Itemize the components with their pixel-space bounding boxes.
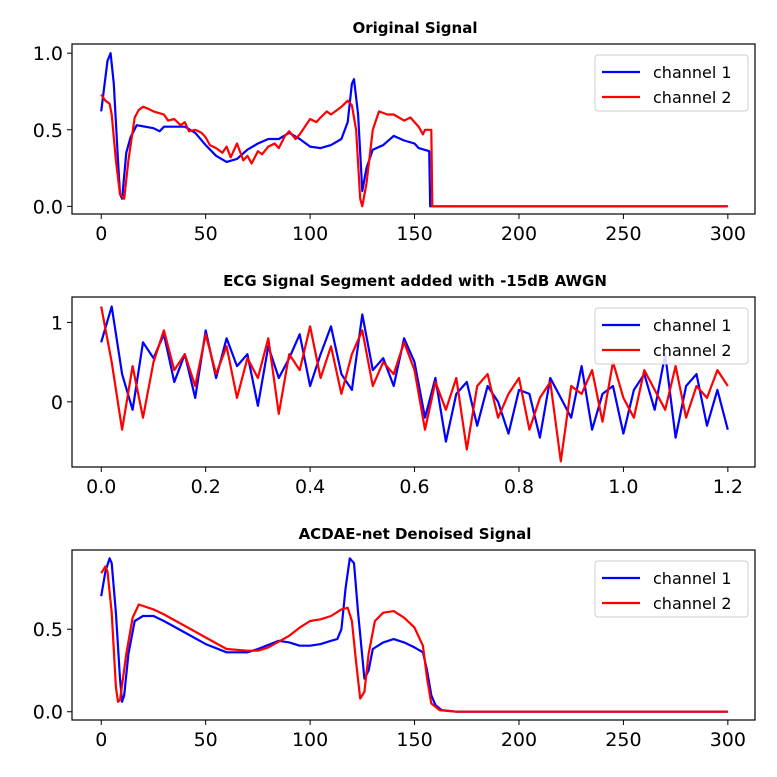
x-tick-label: 0.6 [399, 476, 429, 498]
x-tick-label: 1.0 [608, 476, 638, 498]
series-line-channel-2 [100, 93, 728, 208]
y-tick-label: 0 [51, 392, 63, 414]
subplot-2-title: ECG Signal Segment added with -15dB AWGN [223, 272, 607, 290]
x-tick-label: 250 [605, 223, 641, 245]
x-tick-label: 0.0 [86, 476, 116, 498]
legend-label-channel-2: channel 2 [653, 341, 732, 360]
x-tick-label: 250 [605, 729, 641, 751]
y-tick-label: 1.0 [33, 43, 63, 65]
legend-label-channel-2: channel 2 [653, 88, 732, 107]
y-tick-label: 1 [51, 312, 63, 334]
legend-label-channel-2: channel 2 [653, 594, 732, 613]
legend: channel 1 channel 2 [594, 560, 749, 618]
x-tick-label: 50 [194, 223, 218, 245]
y-tick-label: 0.5 [33, 120, 63, 142]
subplot-1-title: Original Signal [353, 19, 478, 37]
x-tick-label: 0.8 [504, 476, 534, 498]
x-tick-label: 150 [396, 729, 432, 751]
legend-label-channel-1: channel 1 [653, 63, 732, 82]
y-tick-label: 0.0 [33, 196, 63, 218]
y-tick-label: 0.5 [33, 619, 63, 641]
x-tick-label: 150 [396, 223, 432, 245]
x-tick-label: 0.4 [295, 476, 325, 498]
axes-frame [71, 296, 756, 468]
x-tick-label: 0 [95, 223, 107, 245]
legend-label-channel-1: channel 1 [653, 316, 732, 335]
series-line-channel-2 [100, 306, 729, 463]
x-tick-label: 300 [710, 223, 746, 245]
series-line-channel-1 [100, 557, 728, 713]
x-tick-label: 200 [501, 729, 537, 751]
legend: channel 1 channel 2 [594, 54, 749, 112]
axes-frame [71, 43, 756, 215]
series-line-channel-1 [100, 305, 729, 443]
x-tick-label: 300 [710, 729, 746, 751]
subplot-3-title: ACDAE-net Denoised Signal [299, 525, 532, 543]
axes-frame [71, 549, 756, 721]
x-tick-label: 0 [95, 729, 107, 751]
series-line-channel-2 [100, 565, 728, 713]
x-tick-label: 200 [501, 223, 537, 245]
legend: channel 1 channel 2 [594, 307, 749, 365]
x-tick-label: 100 [292, 223, 328, 245]
x-tick-label: 100 [292, 729, 328, 751]
x-tick-label: 0.2 [191, 476, 221, 498]
series-line-channel-1 [100, 52, 728, 208]
subplot-2: 0.0 0.2 0.4 0.6 0.8 1.0 1.201 channel 1channel … [51, 296, 756, 498]
legend-label-channel-1: channel 1 [653, 569, 732, 588]
x-tick-label: 1.2 [713, 476, 743, 498]
y-tick-label: 0.0 [33, 702, 63, 724]
x-tick-label: 50 [194, 729, 218, 751]
